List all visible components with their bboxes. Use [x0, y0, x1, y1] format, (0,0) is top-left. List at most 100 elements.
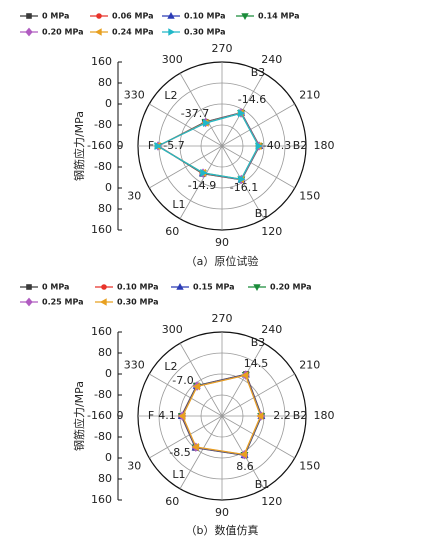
angle-label: 300 [162, 323, 183, 336]
marker [25, 27, 33, 37]
spoke [149, 103, 223, 147]
angle-label: 90 [215, 236, 229, 249]
annotation: -37.7 [181, 107, 209, 120]
angle-label: 240 [261, 323, 282, 336]
point-label: L1 [172, 468, 185, 481]
caption: （b）数值仿真 [186, 523, 259, 537]
marker [192, 382, 201, 391]
angle-label: 330 [124, 358, 145, 371]
marker [253, 284, 261, 292]
angle-label: 210 [299, 88, 320, 101]
annotation: 14.5 [244, 357, 269, 370]
r-tick-label: -80 [94, 118, 112, 131]
legend-label: 0.24 MPa [112, 28, 154, 37]
r-tick-label: 80 [98, 76, 112, 89]
r-tick-label: -160 [87, 139, 112, 152]
legend-label: 0.14 MPa [258, 12, 300, 21]
r-tick-label: 80 [98, 202, 112, 215]
spoke [221, 145, 295, 189]
marker [168, 28, 176, 36]
r-tick-label: 0 [105, 451, 112, 464]
r-axis-title: 钢筋应力/MPa [72, 111, 86, 181]
spoke [149, 145, 223, 189]
marker [101, 284, 107, 290]
point-label: L2 [164, 360, 177, 373]
angle-label: 150 [299, 460, 320, 473]
angle-label: 300 [162, 53, 183, 66]
r-tick-label: -80 [94, 430, 112, 443]
r-tick-label: 0 [105, 367, 112, 380]
marker [191, 443, 199, 451]
angle-label: 210 [299, 358, 320, 371]
r-tick-label: 160 [91, 325, 112, 338]
point-label: B1 [255, 207, 270, 220]
r-tick-label: 160 [91, 493, 112, 506]
legend-label: 0 MPa [42, 12, 69, 21]
point-label: B3 [251, 66, 266, 79]
marker [154, 142, 162, 150]
marker [238, 109, 246, 118]
point-label: F [148, 139, 154, 152]
r-tick-label: 160 [91, 223, 112, 236]
angle-label: 180 [314, 139, 335, 152]
spoke [179, 415, 223, 489]
caption: （a）原位试验 [186, 254, 259, 268]
spoke [221, 103, 295, 147]
spoke [221, 373, 295, 417]
spoke [149, 415, 223, 459]
annotation: 4.1 [158, 409, 176, 422]
legend-label: 0.30 MPa [184, 28, 226, 37]
angle-label: 60 [165, 225, 179, 238]
spoke [149, 373, 223, 417]
marker [176, 282, 184, 290]
r-tick-label: 0 [105, 181, 112, 194]
angle-label: 30 [127, 460, 141, 473]
annotation: -8.5 [169, 446, 190, 459]
marker [256, 412, 264, 420]
legend-label: 0 MPa [42, 283, 69, 292]
marker [178, 412, 186, 420]
marker [96, 13, 102, 19]
legend-label: 0.20 MPa [270, 283, 312, 292]
marker [26, 284, 32, 290]
annotation: -40.3 [263, 139, 291, 152]
angle-label: 120 [261, 495, 282, 508]
point-label: B3 [251, 336, 266, 349]
marker [26, 13, 32, 19]
point-label: L1 [172, 198, 185, 211]
marker [203, 119, 211, 127]
r-tick-label: 80 [98, 346, 112, 359]
point-label: B1 [255, 478, 270, 491]
r-tick-label: -80 [94, 388, 112, 401]
angle-label: 30 [127, 190, 141, 203]
spoke [221, 415, 295, 459]
annotation: 8.6 [236, 460, 254, 473]
annotation: 2.2 [273, 409, 291, 422]
angle-label: 180 [314, 409, 335, 422]
legend-label: 0.10 MPa [117, 283, 159, 292]
spoke [179, 73, 223, 147]
angle-label: 330 [124, 88, 145, 101]
angle-label: 60 [165, 495, 179, 508]
marker [94, 28, 102, 36]
marker [200, 168, 208, 177]
angle-label: 90 [215, 506, 229, 519]
marker [238, 175, 246, 184]
legend-label: 0.15 MPa [193, 283, 235, 292]
annotation: -5.7 [163, 139, 184, 152]
annotation: -14.6 [238, 93, 266, 106]
marker [99, 298, 107, 306]
legend-label: 0.30 MPa [117, 298, 159, 307]
annotation: -16.1 [230, 181, 258, 194]
legend-label: 0.06 MPa [112, 12, 154, 21]
marker [25, 297, 33, 307]
point-label: F [148, 409, 154, 422]
marker [255, 142, 263, 150]
annotation: -14.9 [188, 179, 216, 192]
angle-label: 240 [261, 53, 282, 66]
spoke [221, 343, 265, 417]
marker [241, 13, 249, 21]
angle-label: 270 [212, 42, 233, 55]
point-label: L2 [164, 89, 177, 102]
